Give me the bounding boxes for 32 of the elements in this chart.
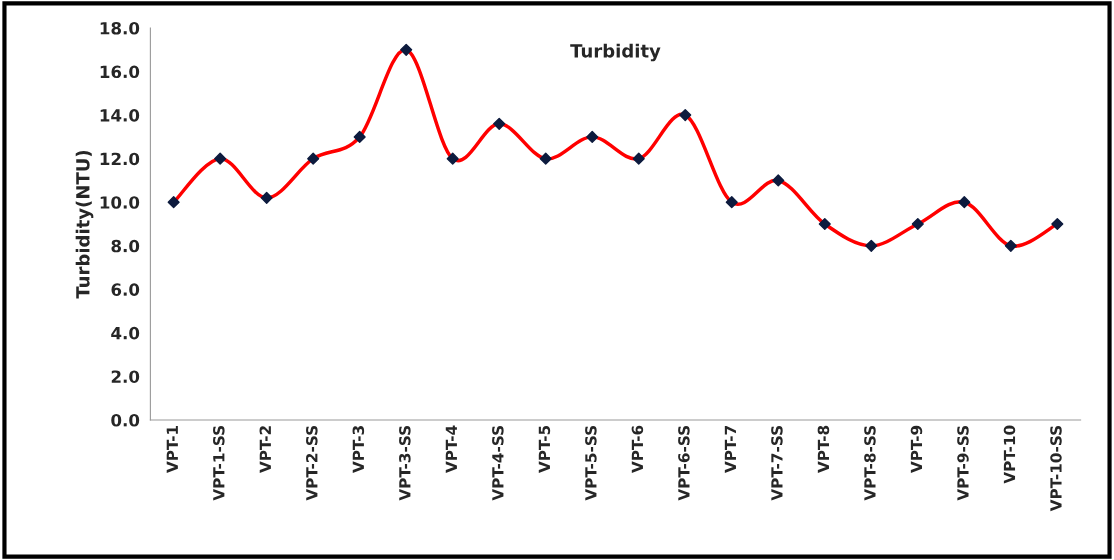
x-tick-label: VPT-9 (910, 425, 923, 473)
x-tick-label: VPT-3-SS (399, 425, 411, 501)
y-tick-label: 4.0 (111, 326, 140, 340)
x-tick-label: VPT-10-SS (1050, 425, 1062, 512)
x-tick-label: VPT-3 (352, 426, 365, 473)
x-tick-label: VPT-10 (1003, 425, 1016, 484)
x-tick-label: VPT-1 (166, 425, 178, 473)
y-tick-label: 8.0 (111, 239, 140, 253)
x-tick-label: VPT-7 (724, 426, 736, 473)
y-tick-label: 18.0 (100, 21, 140, 35)
x-tick-label: VPT-9-SS (957, 425, 969, 501)
y-tick-label: 6.0 (111, 283, 140, 296)
y-tick-label: 2.0 (111, 370, 140, 384)
y-tick-label: 0.0 (111, 413, 140, 427)
x-tick-label: VPT-5-SS (585, 425, 597, 501)
y-tick-label: 14.0 (100, 109, 140, 122)
x-tick-label: VPT-7-SS (771, 425, 783, 501)
y-tick-label: 12.0 (100, 152, 140, 166)
x-tick-label: VPT-1-SS (213, 425, 225, 501)
x-tick-label: VPT-6-SS (678, 425, 690, 501)
y-tick-label: 10.0 (100, 196, 140, 209)
x-tick-label: VPT-4-SS (492, 425, 504, 501)
x-tick-label: VPT-5 (538, 425, 551, 473)
x-tick-label: VPT-4 (445, 425, 457, 473)
x-tick-label: VPT-2-SS (306, 425, 318, 501)
text: Turbidity (570, 43, 661, 62)
x-tick-label: VPT-6 (631, 425, 644, 473)
y-axis-title: Turbidity(NTU) (75, 150, 94, 299)
x-tick-label: VPT-8 (817, 425, 830, 473)
x-tick-label: VPT-8-SS (864, 425, 876, 501)
x-tick-label: VPT-2 (259, 426, 271, 473)
y-tick-label: 16.0 (100, 65, 140, 79)
